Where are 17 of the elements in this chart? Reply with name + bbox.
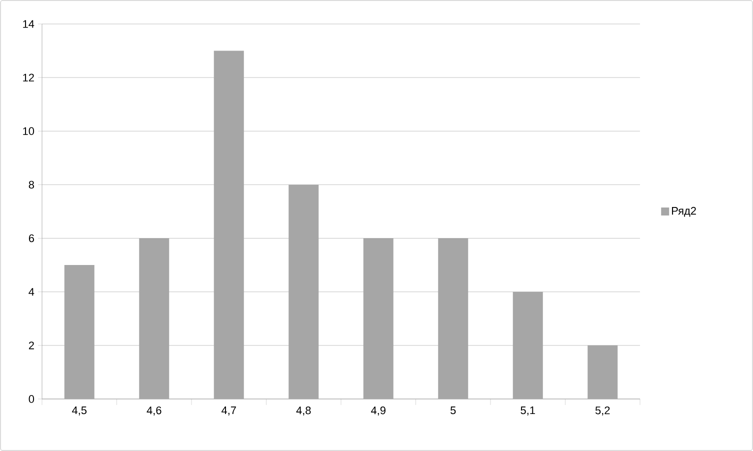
y-tick-label: 8	[28, 180, 34, 189]
y-tick-label: 14	[23, 20, 34, 28]
x-tick-label: 4,6	[146, 406, 162, 416]
y-tick-label: 10	[23, 127, 34, 136]
y-tick-label: 0	[28, 395, 34, 403]
legend-label: Ряд2	[672, 206, 696, 217]
y-tick-label: 12	[23, 74, 34, 82]
x-tick-label: 4,7	[222, 406, 236, 416]
y-tick-label: 2	[28, 342, 34, 350]
y-tick-label: 4	[28, 288, 34, 296]
x-tick-label: 4,9	[371, 406, 386, 416]
x-tick-label: 4,5	[72, 406, 87, 416]
x-tick-label: 4,8	[296, 406, 311, 416]
x-tick-label: 5,1	[520, 406, 535, 416]
x-tick-label: 5	[450, 406, 456, 414]
y-tick-label: 6	[28, 234, 34, 242]
x-tick-label: 5,2	[595, 406, 610, 416]
